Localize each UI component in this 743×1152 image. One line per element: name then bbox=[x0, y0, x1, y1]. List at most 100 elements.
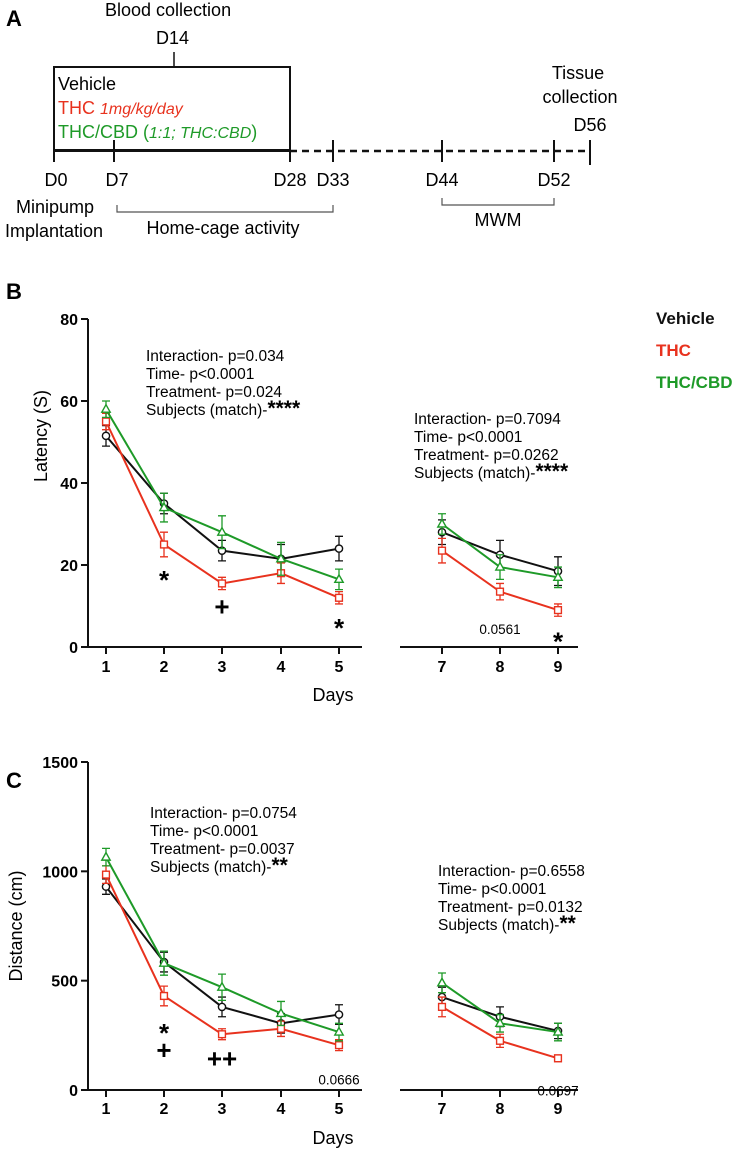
stat-right-subjects: Subjects (match)-** bbox=[438, 912, 577, 935]
point-thc bbox=[495, 587, 505, 596]
x-tick-label: 8 bbox=[496, 1101, 505, 1118]
significance-annotation: * bbox=[334, 613, 345, 643]
point-thc bbox=[553, 1054, 563, 1063]
point-thccbd bbox=[552, 571, 564, 581]
point-thccbd bbox=[216, 526, 228, 536]
point-thc bbox=[101, 870, 111, 879]
legend-thc: THC bbox=[656, 341, 691, 360]
point-vehicle bbox=[101, 431, 111, 441]
thccbd-ratio-label: 1:1; THC:CBD bbox=[149, 125, 252, 142]
group-thc-label: THC bbox=[58, 98, 95, 118]
group-thccbd-label: THC/CBD bbox=[58, 122, 138, 142]
stat-right-time: Time- p<0.0001 bbox=[438, 881, 546, 898]
blood-day-label: D14 bbox=[156, 28, 189, 48]
stat-right-subjects-stars: ** bbox=[559, 912, 576, 935]
day-d7: D7 bbox=[105, 170, 128, 190]
point-thccbd bbox=[100, 403, 112, 413]
significance-annotation: + bbox=[156, 1035, 171, 1065]
x-tick-label: 9 bbox=[554, 659, 563, 676]
stat-right-subjects-stars: **** bbox=[535, 460, 569, 483]
y-tick-label: 1500 bbox=[42, 755, 78, 772]
stat-right-interaction: Interaction- p=0.6558 bbox=[438, 863, 585, 880]
point-thc bbox=[276, 1024, 286, 1033]
point-thccbd bbox=[275, 1007, 287, 1018]
x-tick-label: 5 bbox=[335, 1101, 344, 1118]
point-thc bbox=[217, 579, 227, 588]
panel-c-letter: C bbox=[6, 768, 22, 793]
y-tick-label: 20 bbox=[60, 558, 78, 575]
stat-left-subjects-stars: ** bbox=[271, 854, 288, 877]
y-tick-label: 80 bbox=[60, 312, 78, 329]
mwm-label: MWM bbox=[475, 210, 522, 230]
point-thc bbox=[159, 991, 169, 1001]
x-tick-label: 4 bbox=[277, 659, 286, 676]
y-tick-label: 40 bbox=[60, 476, 78, 493]
point-thccbd bbox=[275, 552, 287, 563]
y-axis-label: Latency (S) bbox=[31, 390, 51, 482]
stat-left-subjects-stars: **** bbox=[267, 397, 301, 420]
y-tick-label: 60 bbox=[60, 394, 78, 411]
minipump-label-1: Minipump bbox=[16, 197, 94, 217]
stat-left-time: Time- p<0.0001 bbox=[146, 366, 254, 383]
significance-annotation: * bbox=[159, 1018, 170, 1048]
stat-left-interaction: Interaction- p=0.034 bbox=[146, 348, 285, 365]
point-thccbd bbox=[158, 501, 170, 512]
chart-distance: Distance (cm) Days Interaction- p=0.0754… bbox=[6, 755, 585, 1148]
x-tick-label: 1 bbox=[102, 659, 111, 676]
point-thc bbox=[437, 1002, 447, 1012]
stat-left-subjects-label: Subjects (match)- bbox=[146, 402, 267, 419]
tissue-label-1: Tissue bbox=[552, 63, 604, 83]
tissue-day-label: D56 bbox=[573, 115, 606, 135]
point-thc bbox=[495, 1036, 505, 1045]
x-tick-label: 4 bbox=[277, 1101, 286, 1118]
x-tick-label: 9 bbox=[554, 1101, 563, 1118]
stat-right-treatment: Treatment- p=0.0132 bbox=[438, 899, 583, 916]
x-tick-label: 1 bbox=[102, 1101, 111, 1118]
stat-left-subjects: Subjects (match)-** bbox=[150, 854, 289, 877]
stat-right-treatment: Treatment- p=0.0262 bbox=[414, 447, 559, 464]
y-tick-label: 500 bbox=[51, 974, 78, 991]
home-cage-bracket bbox=[116, 205, 334, 213]
point-thccbd bbox=[158, 957, 170, 967]
point-vehicle bbox=[334, 1010, 344, 1019]
stat-left-treatment: Treatment- p=0.0037 bbox=[150, 841, 295, 858]
significance-annotation: ++ bbox=[207, 1044, 237, 1074]
point-thccbd bbox=[333, 573, 345, 584]
group-thccbd-row: THC/CBD (1:1; THC:CBD) bbox=[58, 122, 257, 142]
series-line-thc-days1to5 bbox=[105, 421, 340, 599]
point-thc bbox=[101, 417, 111, 426]
point-thccbd bbox=[216, 981, 228, 991]
panel-b-letter: B bbox=[6, 279, 22, 304]
day-d52: D52 bbox=[537, 170, 570, 190]
point-thc bbox=[437, 546, 447, 555]
point-thc bbox=[334, 593, 344, 602]
legend-thccbd: THC/CBD bbox=[656, 373, 733, 392]
point-thccbd bbox=[100, 851, 112, 861]
stat-right-subjects-label: Subjects (match)- bbox=[438, 917, 559, 934]
group-thc-row: THC 1mg/kg/day bbox=[58, 98, 184, 118]
x-tick-label: 7 bbox=[438, 1101, 447, 1118]
point-thccbd bbox=[552, 1026, 564, 1036]
chart-latency: Latency (S) Days Interaction- p=0.034 Ti… bbox=[31, 312, 578, 705]
point-vehicle bbox=[217, 1002, 227, 1012]
x-axis-label: Days bbox=[312, 1128, 353, 1148]
day-d28: D28 bbox=[273, 170, 306, 190]
stat-left-time: Time- p<0.0001 bbox=[150, 823, 258, 840]
stat-left-subjects-label: Subjects (match)- bbox=[150, 859, 271, 876]
mwm-bracket bbox=[441, 198, 555, 206]
x-tick-label: 8 bbox=[496, 659, 505, 676]
point-vehicle bbox=[334, 544, 344, 553]
point-thc bbox=[217, 1030, 227, 1039]
point-vehicle bbox=[101, 882, 111, 891]
significance-annotation: 0.0561 bbox=[479, 622, 520, 637]
x-tick-label: 2 bbox=[160, 1101, 169, 1118]
significance-annotation: 0.0697 bbox=[537, 1084, 578, 1099]
x-tick-label: 7 bbox=[438, 659, 447, 676]
thc-dose-label: 1mg/kg/day bbox=[100, 101, 184, 118]
y-tick-label: 0 bbox=[69, 640, 78, 657]
day-d44: D44 bbox=[425, 170, 458, 190]
group-vehicle-label: Vehicle bbox=[58, 74, 116, 94]
stat-left-interaction: Interaction- p=0.0754 bbox=[150, 805, 297, 822]
stat-right-interaction: Interaction- p=0.7094 bbox=[414, 411, 561, 428]
